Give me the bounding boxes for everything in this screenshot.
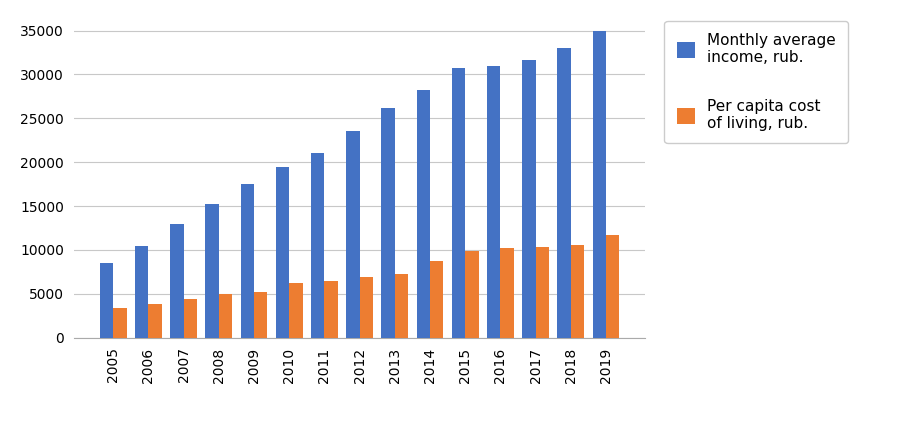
Bar bbox=[135, 246, 148, 338]
Bar bbox=[452, 68, 466, 338]
Bar bbox=[325, 281, 337, 338]
Bar bbox=[254, 292, 267, 338]
Bar bbox=[100, 263, 113, 338]
Bar bbox=[290, 283, 302, 338]
Bar bbox=[417, 90, 430, 338]
Bar bbox=[430, 262, 443, 338]
Bar bbox=[183, 299, 197, 338]
Bar bbox=[276, 167, 290, 338]
Bar bbox=[536, 247, 549, 338]
Bar bbox=[241, 184, 254, 338]
Bar bbox=[606, 235, 620, 338]
Bar bbox=[148, 304, 161, 338]
Bar bbox=[311, 153, 325, 338]
Bar bbox=[466, 251, 479, 338]
Bar bbox=[206, 204, 219, 338]
Bar bbox=[395, 274, 408, 338]
Bar bbox=[558, 48, 571, 338]
Bar bbox=[487, 66, 501, 338]
Bar bbox=[360, 277, 373, 338]
Bar bbox=[571, 245, 585, 338]
Bar bbox=[382, 108, 395, 338]
Bar bbox=[219, 294, 232, 338]
Bar bbox=[501, 248, 514, 338]
Bar bbox=[171, 223, 183, 338]
Bar bbox=[522, 59, 536, 338]
Bar bbox=[346, 132, 360, 338]
Legend: Monthly average
income, rub., Per capita cost
of living, rub.: Monthly average income, rub., Per capita… bbox=[665, 21, 848, 143]
Bar bbox=[113, 308, 126, 338]
Bar bbox=[593, 32, 606, 338]
